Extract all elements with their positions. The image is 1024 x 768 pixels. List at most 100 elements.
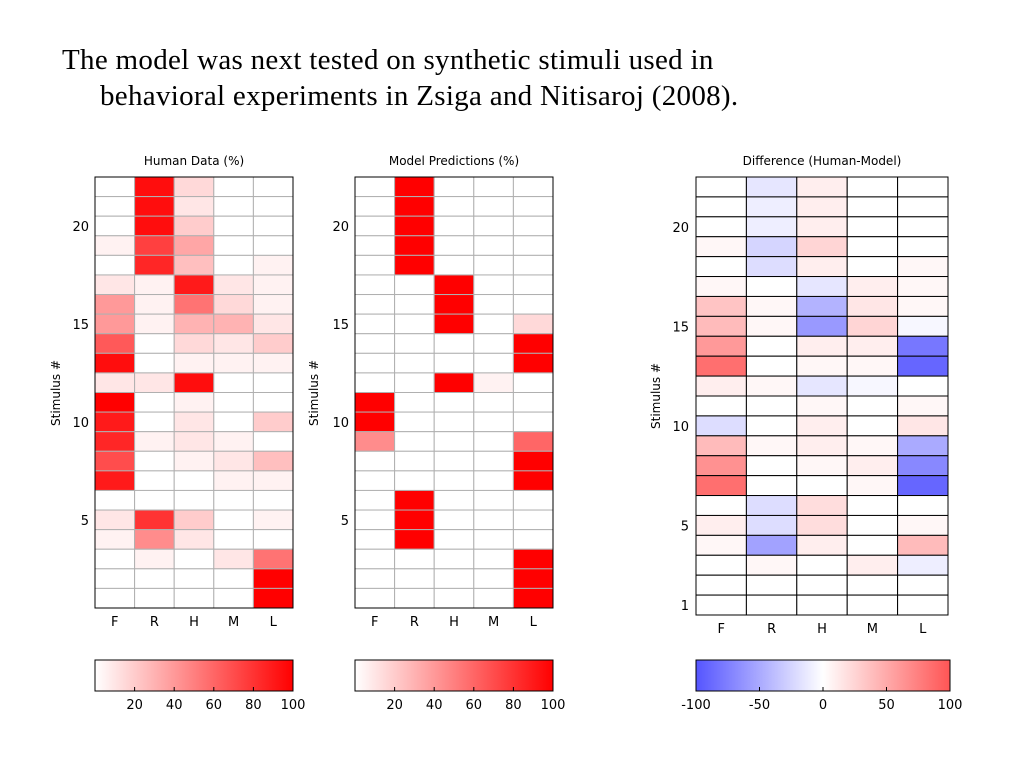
heatmap-cell <box>897 176 949 198</box>
heatmap-cell <box>512 411 554 433</box>
heatmap-cell <box>745 315 798 337</box>
heatmap-cell <box>354 313 396 335</box>
heatmap-cell <box>94 509 136 531</box>
heatmap-cell <box>512 235 554 256</box>
heatmap-cell <box>252 352 294 374</box>
heatmap-cell <box>213 568 254 589</box>
heatmap-cell <box>394 196 435 217</box>
heatmap-cell <box>745 475 798 497</box>
heatmap-cell <box>796 276 848 297</box>
heatmap-cell <box>173 176 215 198</box>
x-tick-label: L <box>919 622 927 637</box>
heatmap-cell <box>796 534 848 556</box>
heatmap-cell <box>173 450 215 472</box>
heatmap-cell <box>213 529 254 550</box>
heatmap-cell <box>512 450 554 472</box>
heatmap-cell <box>473 235 514 256</box>
heatmap-cell <box>394 568 435 589</box>
colorbar-tick-label: 20 <box>386 698 403 713</box>
heatmap-cell <box>433 294 475 315</box>
heatmap-cell <box>897 216 949 238</box>
heatmap-cell <box>354 372 396 393</box>
heatmap-cell <box>173 568 215 589</box>
heatmap-cell <box>796 216 848 238</box>
heatmap-cell <box>745 455 798 477</box>
heatmap-cell <box>897 475 949 497</box>
heatmap-cell <box>252 450 294 472</box>
heatmap-cell <box>354 254 396 276</box>
heatmap-cell <box>213 254 254 276</box>
heatmap-cell <box>213 196 254 217</box>
heatmap-cell <box>473 470 514 491</box>
heatmap-cell <box>252 372 294 393</box>
heatmap-cell <box>354 489 396 511</box>
heatmap-cell <box>846 216 899 238</box>
heatmap-cell <box>394 294 435 315</box>
heatmap-cell <box>695 355 747 377</box>
y-tick-label: 10 <box>672 420 689 435</box>
heatmap-cell <box>897 435 949 457</box>
heatmap-cell <box>394 548 435 570</box>
x-tick-label: R <box>150 615 159 630</box>
colorbar-tick-label: 80 <box>505 698 522 713</box>
heatmap-cell <box>846 495 899 516</box>
heatmap-cell <box>94 568 136 589</box>
heatmap-cell <box>433 489 475 511</box>
heatmap-cell <box>846 236 899 258</box>
heatmap-cell <box>695 554 747 576</box>
heatmap-cell <box>433 372 475 393</box>
heatmap-cell <box>213 392 254 413</box>
slide-title-line1: The model was next tested on synthetic s… <box>62 44 714 76</box>
heatmap-cell <box>473 215 514 237</box>
heatmap-cell <box>897 534 949 556</box>
heatmap-cell <box>173 431 215 452</box>
y-tick-label: 10 <box>72 416 89 431</box>
y-tick-label: 15 <box>332 318 349 333</box>
heatmap-cell <box>695 455 747 477</box>
heatmap-cell <box>796 455 848 477</box>
heatmap-cell <box>846 355 899 377</box>
heatmap-cell <box>796 495 848 516</box>
heatmap-cell <box>433 313 475 335</box>
heatmap-cell <box>173 509 215 531</box>
heatmap-cell <box>134 509 175 531</box>
heatmap-cell <box>695 415 747 437</box>
heatmap-cell <box>846 196 899 218</box>
chart-title: Difference (Human-Model) <box>743 154 902 168</box>
heatmap-cell <box>433 431 475 452</box>
heatmap-cell <box>897 355 949 377</box>
x-tick-label: M <box>228 615 239 630</box>
heatmap-cell <box>252 235 294 256</box>
heatmap-cell <box>213 489 254 511</box>
heatmap-cell <box>473 450 514 472</box>
heatmap-cell <box>134 568 175 589</box>
heatmap-cell <box>745 236 798 258</box>
heatmap-cell <box>897 256 949 278</box>
heatmap-cell <box>252 411 294 433</box>
heatmap-cell <box>796 315 848 337</box>
heatmap-cell <box>745 415 798 437</box>
heatmap-cell <box>897 495 949 516</box>
heatmap-cell <box>94 274 136 296</box>
heatmap-cell <box>512 313 554 335</box>
heatmap-cell <box>897 594 949 616</box>
colorbar-tick-label: 60 <box>206 698 223 713</box>
heatmap-cell <box>846 395 899 417</box>
heatmap-cell <box>354 411 396 433</box>
heatmap-cell <box>745 355 798 377</box>
heatmap-cell <box>512 215 554 237</box>
x-tick-label: H <box>189 615 199 630</box>
heatmap-cell <box>134 294 175 315</box>
heatmap-panel-2: Model Predictions (%) F R H M L 5 10 15 20 Stimulu… <box>307 154 565 713</box>
heatmap-cell <box>796 196 848 218</box>
heatmap-cell <box>473 313 514 335</box>
colorbar <box>354 659 554 692</box>
heatmap-cell <box>213 411 254 433</box>
heatmap-cell <box>173 392 215 413</box>
colorbar-tick-label: 100 <box>541 698 566 713</box>
heatmap-cell <box>252 294 294 315</box>
heatmap-cell <box>394 372 435 393</box>
heatmap-cell <box>213 509 254 531</box>
heatmap-cell <box>252 313 294 335</box>
heatmap-cell <box>94 450 136 472</box>
